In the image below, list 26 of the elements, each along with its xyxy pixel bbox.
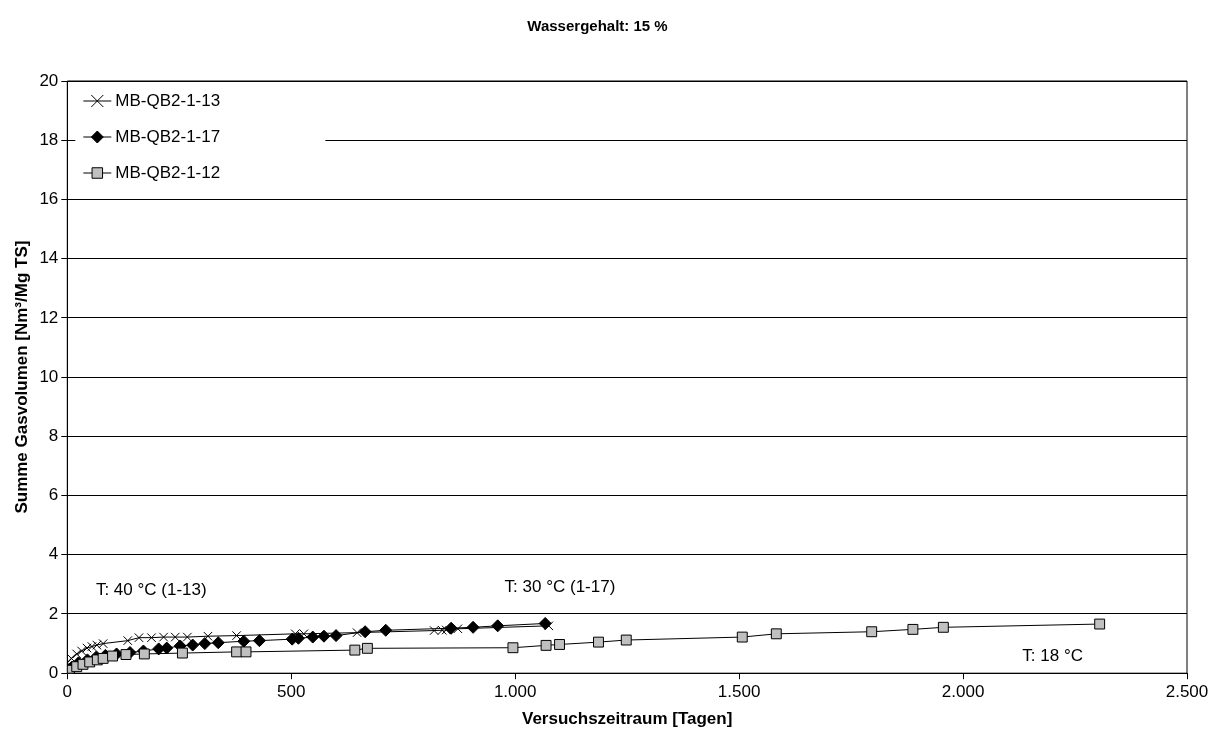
annotation: T: 40 °C (1-13) <box>95 580 207 600</box>
x-tick-label: 0 <box>62 682 73 702</box>
annotation: T: 18 °C <box>1022 645 1083 665</box>
y-tick-label: 0 <box>48 662 59 682</box>
y-axis-title: Summe Gasvolumen [Nm³/Mg TS] <box>11 240 31 514</box>
x-tick-label: 2.000 <box>941 682 985 702</box>
legend-label: MB-QB2-1-17 <box>115 126 221 146</box>
x-tick-label: 1.000 <box>493 682 537 702</box>
chart-title: Wassergehalt: 15 % <box>527 17 668 35</box>
y-tick-label: 4 <box>48 544 59 564</box>
legend-label: MB-QB2-1-13 <box>115 90 221 110</box>
legend-label: MB-QB2-1-12 <box>115 162 221 182</box>
x-tick-label: 500 <box>277 682 306 702</box>
y-tick-label: 18 <box>39 129 59 149</box>
x-axis-title: Versuchszeitraum [Tagen] <box>521 709 733 729</box>
y-tick-label: 2 <box>48 603 59 623</box>
y-tick-label: 6 <box>48 485 59 505</box>
y-tick-label: 16 <box>39 189 59 209</box>
annotation: T: 30 °C (1-17) <box>504 577 616 597</box>
y-tick-label: 10 <box>39 366 59 386</box>
x-tick-label: 2.500 <box>1165 682 1209 702</box>
y-tick-label: 8 <box>48 426 59 446</box>
x-tick-label: 1.500 <box>717 682 761 702</box>
y-tick-label: 12 <box>39 307 59 327</box>
y-tick-label: 20 <box>39 70 59 90</box>
y-tick-label: 14 <box>39 248 59 268</box>
